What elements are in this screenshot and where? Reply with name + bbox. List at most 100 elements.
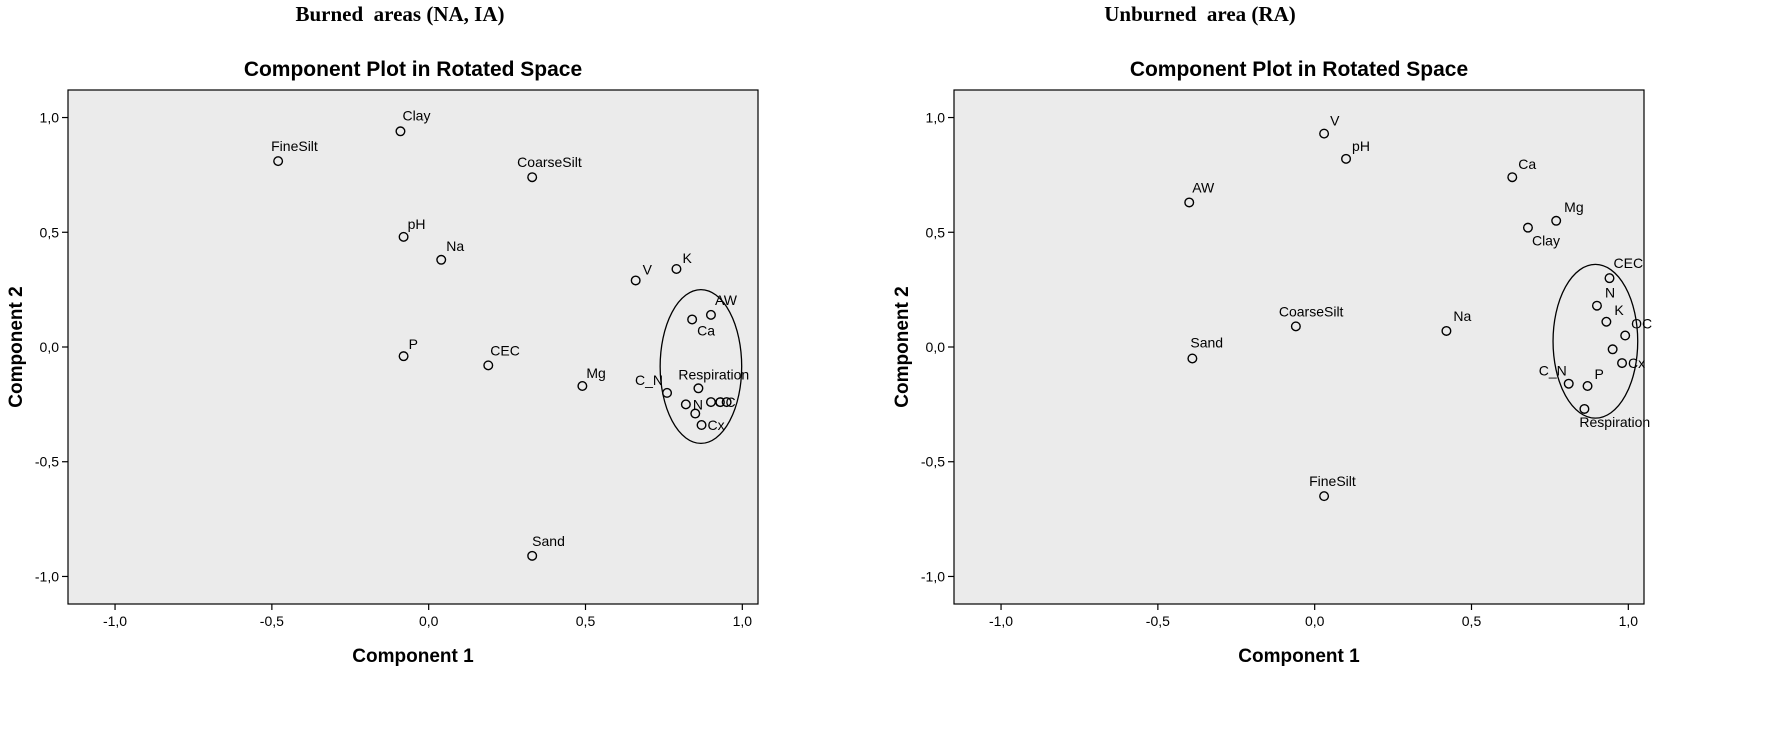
point-label: Cx	[708, 417, 725, 433]
x-axis-label: Component 1	[1238, 646, 1360, 667]
data-point	[1582, 381, 1593, 392]
data-point	[1187, 353, 1198, 364]
data-point	[693, 383, 704, 394]
data-point	[398, 351, 409, 362]
x-tick-label: 0,5	[1462, 613, 1482, 629]
cluster-ellipse	[1552, 263, 1639, 419]
component-plot-burned: Component Plot in Rotated Space -1,0 -0,5 0…	[6, 58, 759, 667]
data-point	[1579, 403, 1590, 414]
data-point	[436, 254, 447, 265]
y-tick-label: 0,5	[926, 224, 946, 240]
component-plot-unburned: Component Plot in Rotated Space -1,0 -0,5 0…	[892, 58, 1652, 667]
y-tick-label: -1,0	[35, 568, 59, 584]
x-axis-label: Component 1	[352, 646, 474, 667]
point-label: Mg	[1564, 199, 1583, 215]
data-point	[577, 381, 588, 392]
data-point	[1290, 321, 1301, 332]
data-point	[1341, 153, 1352, 164]
point-label: FineSilt	[271, 138, 318, 154]
data-point	[721, 397, 732, 408]
point-label: Ca	[697, 322, 715, 338]
data-point	[395, 126, 406, 137]
point-label: AW	[715, 292, 738, 308]
data-point	[398, 231, 409, 242]
point-label: pH	[408, 216, 426, 232]
data-point	[527, 172, 538, 183]
plot-area	[67, 89, 759, 605]
data-point	[1184, 197, 1195, 208]
point-label: Respiration	[1579, 414, 1650, 430]
heading-unburned-area: Unburned area (RA)	[1104, 2, 1296, 26]
data-point	[1563, 378, 1574, 389]
point-label: AW	[1192, 179, 1215, 195]
x-tick-label: 1,0	[1619, 613, 1639, 629]
point-label: Na	[1453, 308, 1471, 324]
y-tick-label: 1,0	[40, 110, 60, 126]
point-label: Respiration	[678, 366, 749, 382]
y-tick-label: 1,0	[926, 110, 946, 126]
x-tick-label: -0,5	[260, 613, 284, 629]
x-tick-label: -1,0	[989, 613, 1013, 629]
data-point	[1507, 172, 1518, 183]
point-label: P	[1595, 366, 1604, 382]
point-label: Sand	[532, 533, 565, 549]
y-tick-label: 0,5	[40, 224, 60, 240]
point-label: CEC	[1614, 255, 1644, 271]
data-point	[696, 420, 707, 431]
point-label: CEC	[490, 342, 520, 358]
x-tick-label: 0,5	[576, 613, 596, 629]
data-point	[1441, 325, 1452, 336]
plot-title: Component Plot in Rotated Space	[244, 58, 582, 81]
data-point	[1522, 222, 1533, 233]
data-point	[1319, 128, 1330, 139]
data-point	[1607, 344, 1618, 355]
point-label: C_N	[1539, 363, 1567, 379]
data-point	[1617, 358, 1628, 369]
x-tick-label: 0,0	[419, 613, 439, 629]
point-label: N	[1605, 285, 1615, 301]
point-label: Sand	[1190, 334, 1223, 350]
x-tick-label: 0,0	[1305, 613, 1325, 629]
x-tick-label: 1,0	[733, 613, 753, 629]
data-point	[705, 309, 716, 320]
y-tick-label: -0,5	[921, 454, 945, 470]
data-point	[680, 399, 691, 410]
y-tick-label: 0,0	[40, 339, 60, 355]
y-tick-label: -1,0	[921, 568, 945, 584]
plot-title: Component Plot in Rotated Space	[1130, 58, 1468, 81]
point-label: V	[643, 261, 653, 277]
point-label: Clay	[402, 107, 430, 123]
data-point	[1620, 330, 1631, 341]
data-point	[1601, 316, 1612, 327]
point-label: Cx	[1628, 355, 1645, 371]
point-label: OC	[715, 394, 736, 410]
point-label: N	[693, 396, 703, 412]
data-point	[690, 408, 701, 419]
plot-area	[953, 89, 1645, 605]
data-point	[671, 263, 682, 274]
data-point	[1591, 300, 1602, 311]
data-point	[1604, 273, 1615, 284]
point-label: CoarseSilt	[1279, 303, 1344, 319]
y-tick-label: -0,5	[35, 454, 59, 470]
data-point	[687, 314, 698, 325]
point-label: K	[1614, 302, 1624, 318]
data-point	[1319, 491, 1330, 502]
data-point	[662, 387, 673, 398]
point-label: P	[409, 336, 418, 352]
x-tick-label: -1,0	[103, 613, 127, 629]
point-label: pH	[1352, 138, 1370, 154]
data-point	[527, 550, 538, 561]
point-label: C_N	[635, 372, 663, 388]
point-label: Ca	[1518, 156, 1536, 172]
heading-burned-areas: Burned areas (NA, IA)	[295, 2, 505, 26]
y-axis-label: Component 2	[6, 286, 27, 407]
cluster-ellipse	[659, 288, 743, 445]
point-label: FineSilt	[1309, 473, 1356, 489]
data-point	[1551, 215, 1562, 226]
data-point	[705, 397, 716, 408]
point-label: Mg	[586, 365, 605, 381]
point-label: Na	[446, 238, 464, 254]
point-label: V	[1330, 113, 1340, 129]
point-label: Clay	[1532, 233, 1560, 249]
